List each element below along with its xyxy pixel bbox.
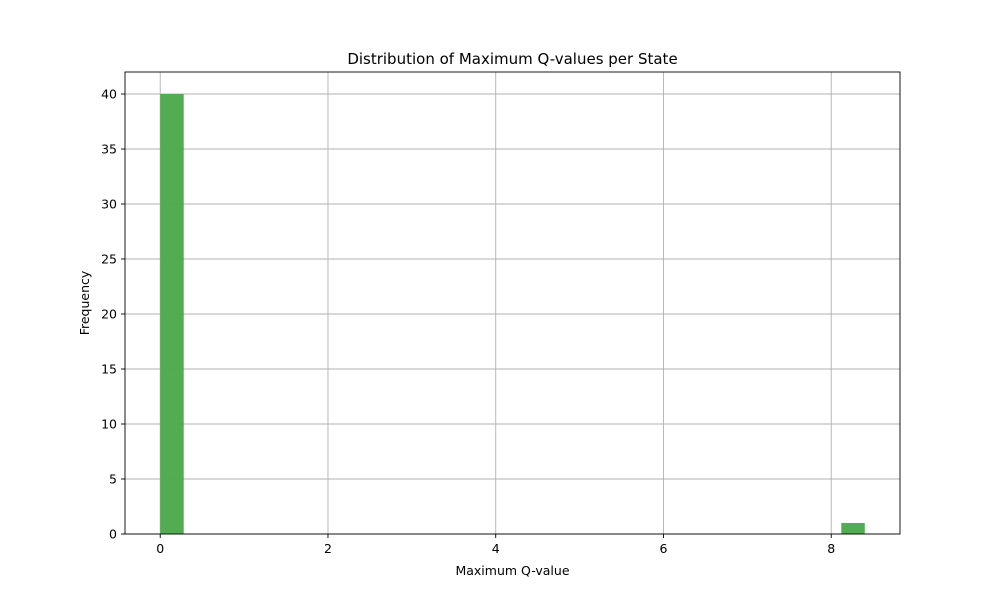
y-tick-label: 10 [101, 417, 117, 432]
chart-title: Distribution of Maximum Q-values per Sta… [347, 50, 677, 68]
y-tick-label: 35 [101, 142, 117, 157]
ticks: 0 2 4 6 8 0 5 10 15 20 25 30 35 40 [101, 87, 835, 557]
grid [125, 72, 900, 535]
y-tick-label: 20 [101, 307, 117, 322]
plot-frame [124, 71, 901, 535]
x-axis-label: Maximum Q-value [455, 563, 569, 578]
x-tick-label: 4 [492, 541, 500, 556]
x-tick-label: 2 [324, 541, 332, 556]
histogram-bar [841, 523, 865, 534]
x-tick-label: 8 [827, 541, 835, 556]
bars [160, 94, 865, 534]
x-tick-label: 6 [659, 541, 667, 556]
y-tick-label: 15 [101, 362, 117, 377]
y-tick-label: 0 [109, 527, 117, 542]
y-tick-label: 5 [109, 472, 117, 487]
x-tick-label: 0 [156, 541, 164, 556]
histogram-bar [160, 94, 184, 534]
y-axis-label: Frequency [77, 270, 92, 335]
y-tick-label: 40 [101, 87, 117, 102]
y-tick-label: 25 [101, 252, 117, 267]
y-tick-label: 30 [101, 197, 117, 212]
